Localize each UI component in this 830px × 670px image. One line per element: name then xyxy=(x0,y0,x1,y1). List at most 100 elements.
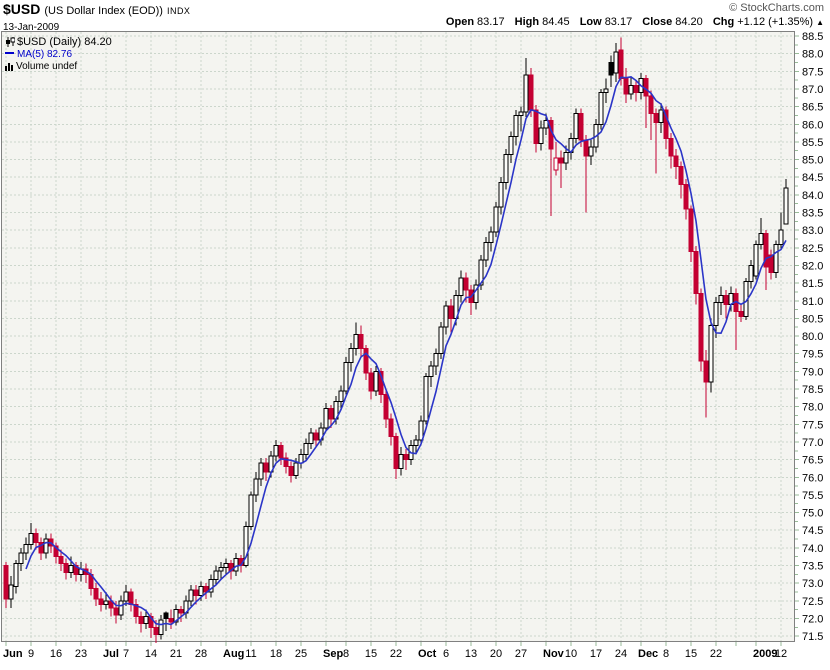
date-axis-label: 16 xyxy=(50,648,62,660)
chg-label: Chg xyxy=(712,16,735,28)
price-axis-label: 85.0 xyxy=(802,155,823,167)
candle-body xyxy=(53,545,59,558)
candle-body xyxy=(178,609,184,614)
chart-date: 13-Jan-2009 xyxy=(3,22,60,33)
high-value: 84.45 xyxy=(542,16,570,28)
candle-body xyxy=(628,84,634,95)
candle-body xyxy=(13,563,19,588)
candle-body xyxy=(393,436,399,469)
price-axis-label: 84.5 xyxy=(802,172,823,184)
chart-date-row: 13-Jan-2009 xyxy=(3,17,827,33)
price-axis-label: 88.5 xyxy=(802,31,823,43)
candle-body xyxy=(748,264,754,282)
candle-body xyxy=(138,616,144,625)
candle-body xyxy=(293,462,299,476)
legend-volume-label: Volume undef xyxy=(16,61,78,72)
date-axis-label: 18 xyxy=(270,648,282,660)
candle-body xyxy=(248,494,254,528)
candle-body xyxy=(308,432,314,445)
candle-body xyxy=(753,243,759,277)
price-chart: 71.5 72.0 72.5 73.0 73.5 74.0 74.5 75.0 75.5 76.0… xyxy=(0,31,830,665)
date-axis-label: Nov xyxy=(543,648,565,660)
candle-body xyxy=(433,353,439,367)
price-axis-label: 81.5 xyxy=(802,278,823,290)
candle-body xyxy=(598,91,604,125)
ma-line-swatch xyxy=(5,52,14,54)
candle-body xyxy=(678,166,684,185)
price-axis-label: 72.5 xyxy=(802,596,823,608)
legend-ma-label: MA(5) 82.76 xyxy=(17,49,73,60)
candle-body xyxy=(258,462,264,480)
price-axis-label: 78.0 xyxy=(802,402,823,414)
candle-body xyxy=(328,407,334,420)
price-axis-label: 74.0 xyxy=(802,543,823,555)
candle-body xyxy=(263,462,269,473)
date-axis-label: 8 xyxy=(663,648,669,660)
candle-body xyxy=(683,183,689,210)
date-axis-label: 20 xyxy=(490,648,502,660)
candle-body xyxy=(578,113,584,141)
candle-body xyxy=(113,607,119,616)
candle-body xyxy=(483,242,489,261)
symbol-name: (US Dollar Index (EOD)) xyxy=(44,5,163,17)
date-axis-label: 11 xyxy=(245,648,256,660)
candle-body xyxy=(603,88,609,93)
legend-series: $USD (Daily) 84.20 xyxy=(5,36,112,48)
candle-body xyxy=(323,407,329,429)
candle-body xyxy=(783,187,789,225)
price-axis-label: 82.5 xyxy=(802,243,823,255)
date-axis-label: 15 xyxy=(365,648,377,660)
candle-body xyxy=(368,372,374,392)
candle-body xyxy=(173,609,179,623)
candle-body xyxy=(143,616,149,625)
candle-body xyxy=(283,457,289,468)
candle-body xyxy=(388,418,394,438)
legend-ma: MA(5) 82.76 xyxy=(5,49,72,61)
candle-body xyxy=(563,151,569,164)
date-axis-label: Oct xyxy=(418,648,437,660)
candle-body xyxy=(448,305,454,319)
candle-body xyxy=(513,114,519,138)
candle-body xyxy=(303,443,309,455)
open-value: 83.17 xyxy=(477,16,505,28)
candle-body xyxy=(778,229,784,245)
candle-body xyxy=(168,617,174,623)
price-axis-label: 79.5 xyxy=(802,349,823,361)
high-label: High xyxy=(514,16,540,28)
candle-body xyxy=(518,111,524,116)
date-axis-label: 8 xyxy=(343,648,349,660)
date-axis-label: Dec xyxy=(638,648,658,660)
candle-body xyxy=(93,587,99,600)
candle-body xyxy=(428,365,434,378)
candle-body xyxy=(668,137,674,157)
date-axis-label: 12 xyxy=(775,648,787,660)
candle-body xyxy=(288,466,294,476)
candle-body xyxy=(493,206,499,233)
candle-body xyxy=(223,563,229,568)
candle-body xyxy=(673,155,679,168)
candle-body xyxy=(218,566,224,572)
price-axis-label: 75.0 xyxy=(802,508,823,520)
price-axis-label: 74.5 xyxy=(802,525,823,537)
open-label: Open xyxy=(445,16,475,28)
candle-body xyxy=(623,77,629,95)
date-axis-label: 23 xyxy=(75,648,87,660)
price-axis-label: 83.5 xyxy=(802,208,823,220)
date-axis-label: 10 xyxy=(565,648,577,660)
candle-body xyxy=(528,74,534,111)
candle-body xyxy=(403,453,409,461)
volume-icon xyxy=(5,63,13,71)
candle-body xyxy=(338,390,344,402)
chart-header: $USD (US Dollar Index (EOD)) INDX xyxy=(3,1,827,17)
date-axis-label: Sep xyxy=(323,648,343,660)
candle-body xyxy=(523,74,529,113)
date-axis-label: 25 xyxy=(295,648,307,660)
price-axis-label: 75.5 xyxy=(802,490,823,502)
price-axis-label: 81.0 xyxy=(802,296,823,308)
candle-body xyxy=(763,233,769,268)
price-axis-label: 88.0 xyxy=(802,49,823,61)
candle-body xyxy=(103,600,109,605)
candle-body xyxy=(458,277,464,296)
candle-body xyxy=(533,109,539,145)
candle-body xyxy=(198,586,204,597)
